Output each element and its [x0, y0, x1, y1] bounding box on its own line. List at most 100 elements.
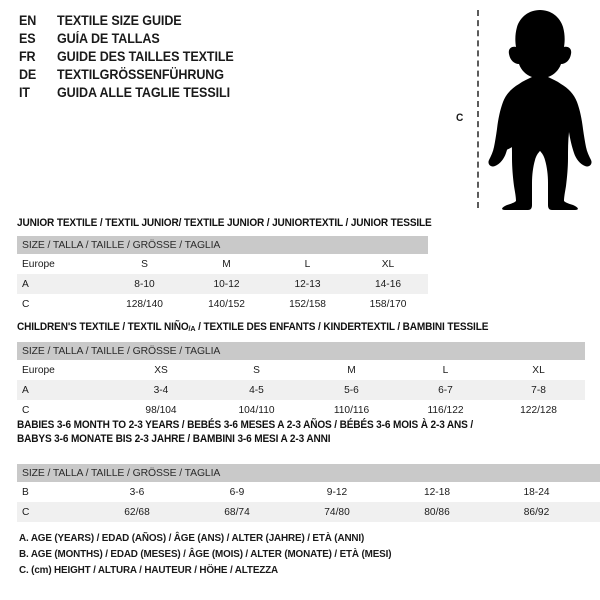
language-title-de: TEXTILGRÖSSENFÜHRUNG	[57, 67, 224, 82]
babies-size-band-label: SIZE / TALLA / TAILLE / GRÖSSE / TAGLIA	[17, 464, 600, 482]
language-row-fr: FR GUIDE DES TAILLES TEXTILE	[19, 48, 419, 66]
junior-cell: 128/140	[103, 294, 186, 314]
babies-cell: 62/68	[87, 502, 187, 522]
children-cell: L	[399, 360, 492, 380]
section-babies: BABIES 3-6 MONTH TO 2-3 YEARS / BEBÉS 3-…	[17, 418, 497, 446]
children-cell: 116/122	[399, 400, 492, 420]
children-size-band-row: SIZE / TALLA / TAILLE / GRÖSSE / TAGLIA	[17, 342, 586, 360]
children-size-table: SIZE / TALLA / TAILLE / GRÖSSE / TAGLIA …	[17, 342, 586, 420]
section-children-title-subscript: /A	[188, 324, 196, 333]
height-measure-label: C	[456, 112, 464, 124]
section-children-title: CHILDREN'S TEXTILE / TEXTIL NIÑO/A / TEX…	[17, 320, 488, 336]
junior-cell: XL	[348, 254, 429, 274]
junior-size-table: SIZE / TALLA / TAILLE / GRÖSSE / TAGLIA …	[17, 236, 429, 314]
babies-cell: 6-9	[187, 482, 287, 502]
table-row: C 62/68 68/74 74/80 80/86 86/92 92/98	[17, 502, 600, 522]
language-code-it: IT	[19, 85, 30, 100]
children-row-label-c: C	[17, 400, 113, 420]
legend-line-b: B. AGE (MONTHS) / EDAD (MESES) / ÂGE (MO…	[19, 549, 392, 560]
junior-size-band-row: SIZE / TALLA / TAILLE / GRÖSSE / TAGLIA	[17, 236, 429, 254]
table-row: C 128/140 140/152 152/158 158/170	[17, 294, 429, 314]
children-cell: S	[209, 360, 304, 380]
babies-row-label-c: C	[17, 502, 87, 522]
babies-cell: 18-24	[487, 482, 586, 502]
junior-cell: 14-16	[348, 274, 429, 294]
toddler-silhouette-icon	[488, 10, 592, 210]
junior-cell: 158/170	[348, 294, 429, 314]
junior-size-band-label: SIZE / TALLA / TAILLE / GRÖSSE / TAGLIA	[17, 236, 429, 254]
children-cell: 110/116	[304, 400, 399, 420]
babies-cell: 86/92	[487, 502, 586, 522]
babies-row-label-b: B	[17, 482, 87, 502]
children-row-label-europe: Europe	[17, 360, 113, 380]
section-children-title-part2: / TEXTILE DES ENFANTS / KINDERTEXTIL / B…	[195, 321, 489, 333]
table-row: A 3-4 4-5 5-6 6-7 7-8	[17, 380, 586, 400]
section-junior-title: JUNIOR TEXTILE / TEXTIL JUNIOR/ TEXTILE …	[17, 217, 432, 229]
babies-cell: 3-6	[87, 482, 187, 502]
section-babies-title-line1: BABIES 3-6 MONTH TO 2-3 YEARS / BEBÉS 3-…	[17, 419, 474, 431]
babies-cell: 74/80	[287, 502, 387, 522]
table-row: B 3-6 6-9 9-12 12-18 18-24 24-36	[17, 482, 600, 502]
section-babies-table-wrap: SIZE / TALLA / TAILLE / GRÖSSE / TAGLIA …	[17, 464, 600, 522]
section-babies-title-line2: BABYS 3-6 MONATE BIS 2-3 JAHRE / BAMBINI…	[17, 433, 331, 445]
children-cell: 4-5	[209, 380, 304, 400]
language-row-es: ES GUÍA DE TALLAS	[19, 30, 419, 48]
children-cell: 7-8	[492, 380, 586, 400]
junior-cell: 10-12	[186, 274, 267, 294]
junior-row-label-europe: Europe	[17, 254, 103, 274]
table-row: A 8-10 10-12 12-13 14-16	[17, 274, 429, 294]
children-cell: 104/110	[209, 400, 304, 420]
children-cell: M	[304, 360, 399, 380]
babies-size-table: SIZE / TALLA / TAILLE / GRÖSSE / TAGLIA …	[17, 464, 600, 522]
height-figure: C	[450, 8, 595, 210]
babies-cell: 24-36	[586, 482, 600, 502]
section-junior-table-wrap: SIZE / TALLA / TAILLE / GRÖSSE / TAGLIA …	[17, 236, 429, 314]
language-row-en: EN TEXTILE SIZE GUIDE	[19, 12, 419, 30]
language-title-fr: GUIDE DES TAILLES TEXTILE	[57, 49, 234, 64]
children-cell: XL	[492, 360, 586, 380]
babies-cell: 9-12	[287, 482, 387, 502]
language-title-es: GUÍA DE TALLAS	[57, 31, 160, 46]
junior-cell: S	[103, 254, 186, 274]
section-children: CHILDREN'S TEXTILE / TEXTIL NIÑO/A / TEX…	[17, 320, 513, 336]
babies-cell: 80/86	[387, 502, 487, 522]
children-cell: 122/128	[492, 400, 586, 420]
legend-line-c: C. (cm) HEIGHT / ALTURA / HAUTEUR / HÖHE…	[19, 565, 279, 576]
babies-cell: 92/98	[586, 502, 600, 522]
section-children-table-wrap: SIZE / TALLA / TAILLE / GRÖSSE / TAGLIA …	[17, 342, 586, 420]
language-code-fr: FR	[19, 49, 36, 64]
children-cell: 98/104	[113, 400, 209, 420]
babies-size-band-row: SIZE / TALLA / TAILLE / GRÖSSE / TAGLIA	[17, 464, 600, 482]
junior-cell: M	[186, 254, 267, 274]
legend-block: A. AGE (YEARS) / EDAD (AÑOS) / ÂGE (ANS)…	[19, 531, 411, 579]
children-size-band-label: SIZE / TALLA / TAILLE / GRÖSSE / TAGLIA	[17, 342, 586, 360]
junior-row-label-a: A	[17, 274, 103, 294]
language-title-en: TEXTILE SIZE GUIDE	[57, 13, 182, 28]
junior-cell: 140/152	[186, 294, 267, 314]
babies-cell: 68/74	[187, 502, 287, 522]
children-row-label-a: A	[17, 380, 113, 400]
junior-cell: L	[267, 254, 348, 274]
legend-line-a: A. AGE (YEARS) / EDAD (AÑOS) / ÂGE (ANS)…	[19, 533, 365, 544]
language-code-es: ES	[19, 31, 36, 46]
section-children-title-part1: CHILDREN'S TEXTILE / TEXTIL NIÑO	[17, 321, 189, 333]
junior-cell: 8-10	[103, 274, 186, 294]
language-title-block: EN TEXTILE SIZE GUIDE ES GUÍA DE TALLAS …	[19, 12, 419, 102]
language-row-de: DE TEXTILGRÖSSENFÜHRUNG	[19, 66, 419, 84]
junior-cell: 12-13	[267, 274, 348, 294]
language-row-it: IT GUIDA ALLE TAGLIE TESSILI	[19, 84, 419, 102]
table-row: Europe S M L XL	[17, 254, 429, 274]
section-junior: JUNIOR TEXTILE / TEXTIL JUNIOR/ TEXTILE …	[17, 216, 453, 230]
babies-cell: 12-18	[387, 482, 487, 502]
language-code-de: DE	[19, 67, 37, 82]
junior-row-label-c: C	[17, 294, 103, 314]
children-cell: 5-6	[304, 380, 399, 400]
language-code-en: EN	[19, 13, 37, 28]
height-dashed-line	[477, 10, 479, 208]
language-title-it: GUIDA ALLE TAGLIE TESSILI	[57, 85, 230, 100]
children-cell: 3-4	[113, 380, 209, 400]
children-cell: 6-7	[399, 380, 492, 400]
children-cell: XS	[113, 360, 209, 380]
table-row: Europe XS S M L XL	[17, 360, 586, 380]
